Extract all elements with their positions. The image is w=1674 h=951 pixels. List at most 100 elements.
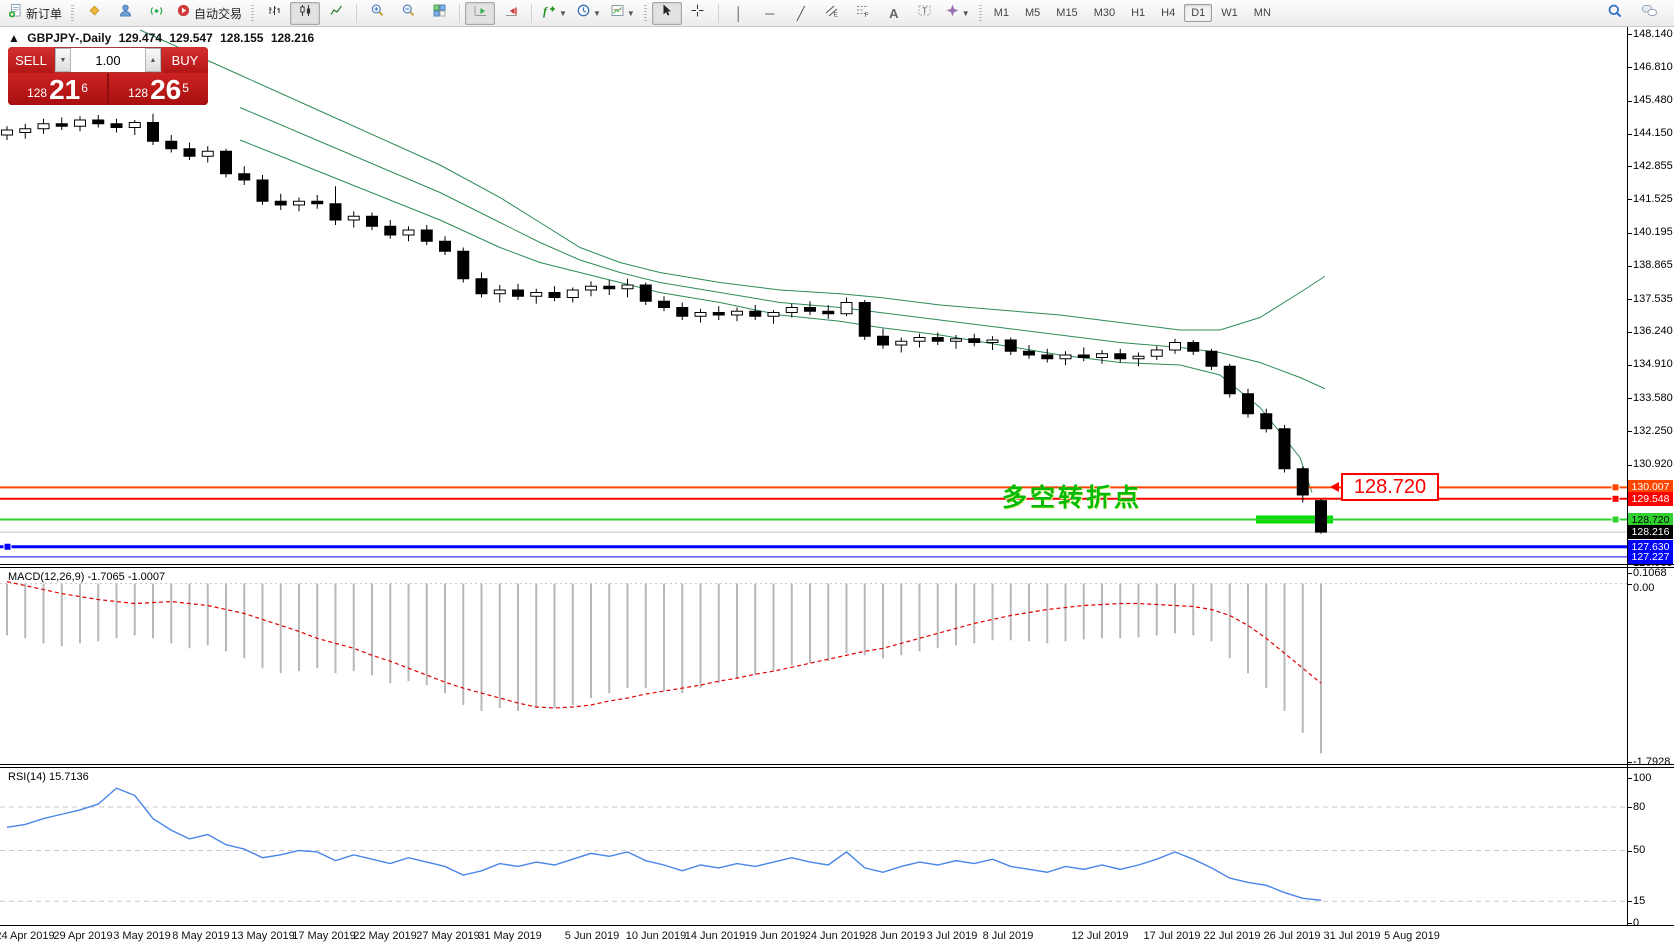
candle-body — [366, 215, 378, 227]
chart-annotation-text[interactable]: 多空转折点 — [1002, 484, 1143, 512]
candle — [274, 193, 287, 210]
candle — [603, 280, 616, 295]
level-handle[interactable] — [1611, 483, 1620, 492]
crosshair-button[interactable] — [683, 2, 713, 25]
zoom-in-button[interactable] — [362, 2, 392, 25]
sell-price-prefix: 128 — [27, 86, 48, 100]
date-label: 17 May 2019 — [292, 930, 356, 942]
date-label: 5 Aug 2019 — [1384, 930, 1440, 942]
indicators-button[interactable]: f ▼ — [537, 2, 571, 25]
buy-button[interactable]: BUY — [162, 47, 208, 73]
ohlc-open: 129.474 — [118, 31, 163, 45]
timeframe-H1[interactable]: H1 — [1131, 7, 1146, 19]
arrows-tool[interactable]: ▼ — [941, 2, 974, 25]
price-tick-label: 148.140 — [1633, 27, 1673, 40]
new-order-button[interactable]: 新订单 — [4, 2, 66, 25]
candle-body — [384, 225, 397, 236]
timeframe-M30[interactable]: M30 — [1093, 7, 1116, 19]
buy-price-display[interactable]: 128 26 5 — [109, 73, 208, 105]
auto-scroll-button[interactable] — [465, 1, 496, 25]
svg-text:T: T — [922, 7, 927, 16]
vertical-line-tool[interactable]: │ — [724, 2, 754, 25]
dropdown-arrow-icon[interactable]: ▼ — [592, 8, 601, 18]
candle — [1205, 348, 1218, 370]
profile-button[interactable] — [110, 2, 140, 25]
candlestick-chart-button[interactable] — [290, 1, 321, 25]
text-label-tool[interactable]: T — [910, 2, 940, 25]
metaquotes-button[interactable] — [79, 2, 109, 25]
candle-body — [968, 338, 981, 343]
text-tool[interactable]: A — [879, 2, 909, 25]
candle-body — [950, 338, 962, 342]
chart-shift-button[interactable] — [496, 2, 526, 25]
rsi-scale-label: 100 — [1633, 771, 1652, 784]
horizontal-line-icon: ─ — [765, 5, 775, 21]
trendline-tool[interactable]: ╱ — [786, 2, 816, 25]
horizontal-line-tool[interactable]: ─ — [755, 2, 785, 25]
volume-increase-button[interactable]: ▲ — [145, 48, 161, 72]
chat-button[interactable] — [1634, 2, 1664, 25]
pane-separator[interactable] — [0, 564, 1674, 568]
auto-trading-button[interactable]: 自动交易 — [172, 2, 246, 25]
dropdown-arrow-icon[interactable]: ▼ — [559, 8, 567, 18]
candle-body — [293, 200, 305, 206]
timeframe-M15[interactable]: M15 — [1056, 7, 1078, 19]
line-chart-button[interactable] — [321, 2, 351, 25]
volume-decrease-button[interactable]: ▼ — [55, 48, 71, 72]
timeframe-H4[interactable]: H4 — [1161, 7, 1176, 19]
candle — [1096, 350, 1108, 364]
toolbar-right-group — [1600, 2, 1670, 25]
candle — [950, 335, 962, 349]
dropdown-arrow-icon[interactable]: ▼ — [961, 8, 970, 18]
candlestick-chart-icon — [298, 3, 313, 23]
bar-chart-button[interactable] — [259, 2, 289, 25]
tile-windows-button[interactable] — [424, 2, 454, 25]
level-handle[interactable] — [3, 542, 12, 551]
candle — [548, 286, 561, 302]
bollinger-upper-band — [139, 29, 1326, 331]
level-price-label: 129.548 — [1628, 491, 1673, 506]
cursor-button[interactable] — [651, 1, 682, 25]
date-label: 14 Jun 2019 — [684, 930, 746, 942]
level-handle[interactable] — [1611, 515, 1620, 524]
candle-body — [785, 307, 798, 313]
candle-body — [840, 302, 853, 315]
sell-button[interactable]: SELL — [8, 47, 54, 73]
toolbar-separator — [531, 3, 533, 23]
channel-tool[interactable]: E — [817, 2, 847, 25]
timeframe-W1[interactable]: W1 — [1221, 7, 1238, 19]
candle — [311, 195, 324, 209]
date-label: 22 Jul 2019 — [1203, 930, 1261, 942]
pane-separator[interactable] — [0, 764, 1674, 768]
fibonacci-tool[interactable]: F — [848, 2, 878, 25]
search-button[interactable] — [1600, 2, 1630, 25]
timeframe-M1[interactable]: M1 — [993, 7, 1009, 19]
sell-price-display[interactable]: 128 21 6 — [8, 73, 107, 105]
candle — [128, 120, 141, 135]
panel-expander-icon[interactable]: ▲ — [8, 31, 20, 45]
periods-button[interactable]: ▼ — [572, 2, 605, 25]
bollinger-middle-band — [239, 107, 1326, 390]
rsi-tick — [1628, 850, 1632, 852]
volume-input[interactable] — [71, 48, 145, 72]
ohlc-low: 128.155 — [220, 31, 264, 45]
level-handle[interactable] — [1611, 494, 1620, 503]
zoom-out-button[interactable] — [393, 2, 423, 25]
timeframe-MN[interactable]: MN — [1253, 7, 1271, 19]
macd-scale-label: 0.1068 — [1633, 566, 1667, 579]
candle — [621, 278, 634, 298]
gold-diamond-icon — [87, 3, 102, 23]
timeframe-D1[interactable]: D1 — [1184, 4, 1213, 22]
date-label: 27 May 2019 — [416, 930, 480, 942]
timeframe-M5[interactable]: M5 — [1025, 7, 1041, 19]
macd-pane — [0, 581, 1627, 754]
macd-indicator-label: MACD(12,26,9) -1.7065 -1.0007 — [8, 571, 166, 583]
dropdown-arrow-icon[interactable]: ▼ — [626, 8, 635, 18]
bar-chart-icon — [267, 3, 282, 23]
price-tag-label[interactable]: 128.720 — [1341, 473, 1439, 501]
price-tick-label: 130.920 — [1633, 458, 1673, 470]
candle — [986, 336, 999, 350]
date-label: 28 Jun 2019 — [864, 930, 926, 942]
templates-button[interactable]: ▼ — [606, 2, 639, 25]
signals-button[interactable] — [141, 2, 171, 25]
